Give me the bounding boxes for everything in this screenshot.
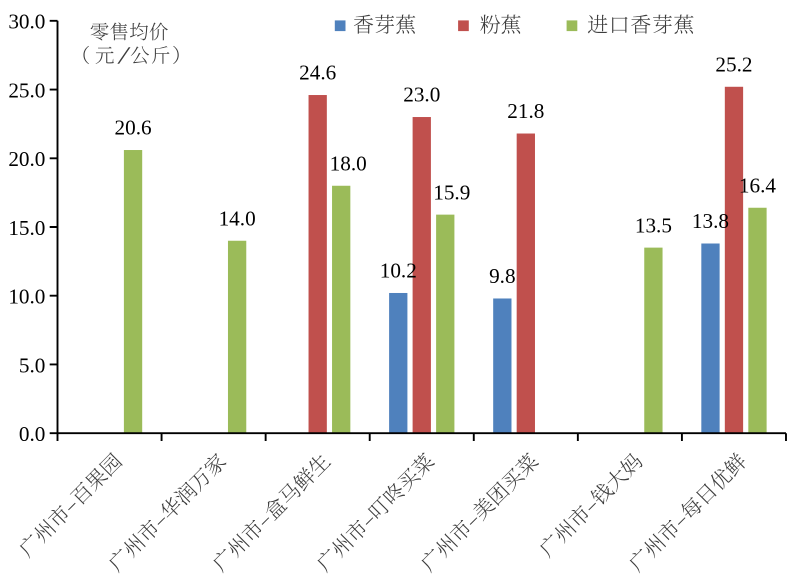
svg-text:9.8: 9.8 xyxy=(489,264,515,288)
svg-text:15.0: 15.0 xyxy=(8,216,45,240)
svg-text:30.0: 30.0 xyxy=(8,10,45,34)
svg-text:25.0: 25.0 xyxy=(8,78,45,102)
svg-text:20.0: 20.0 xyxy=(8,147,45,171)
svg-text:23.0: 23.0 xyxy=(403,83,440,107)
svg-text:20.6: 20.6 xyxy=(115,116,152,140)
svg-text:10.0: 10.0 xyxy=(8,285,45,309)
svg-text:13.8: 13.8 xyxy=(692,209,729,233)
svg-text:0.0: 0.0 xyxy=(19,422,45,446)
svg-text:15.9: 15.9 xyxy=(433,180,470,204)
svg-text:10.2: 10.2 xyxy=(380,259,417,283)
svg-text:21.8: 21.8 xyxy=(507,99,544,123)
svg-text:13.5: 13.5 xyxy=(635,213,672,237)
svg-text:18.0: 18.0 xyxy=(330,151,367,175)
svg-text:14.0: 14.0 xyxy=(219,206,256,230)
svg-text:25.2: 25.2 xyxy=(715,52,752,76)
svg-text:24.6: 24.6 xyxy=(299,61,336,85)
svg-text:5.0: 5.0 xyxy=(19,353,45,377)
svg-text:16.4: 16.4 xyxy=(739,173,776,197)
